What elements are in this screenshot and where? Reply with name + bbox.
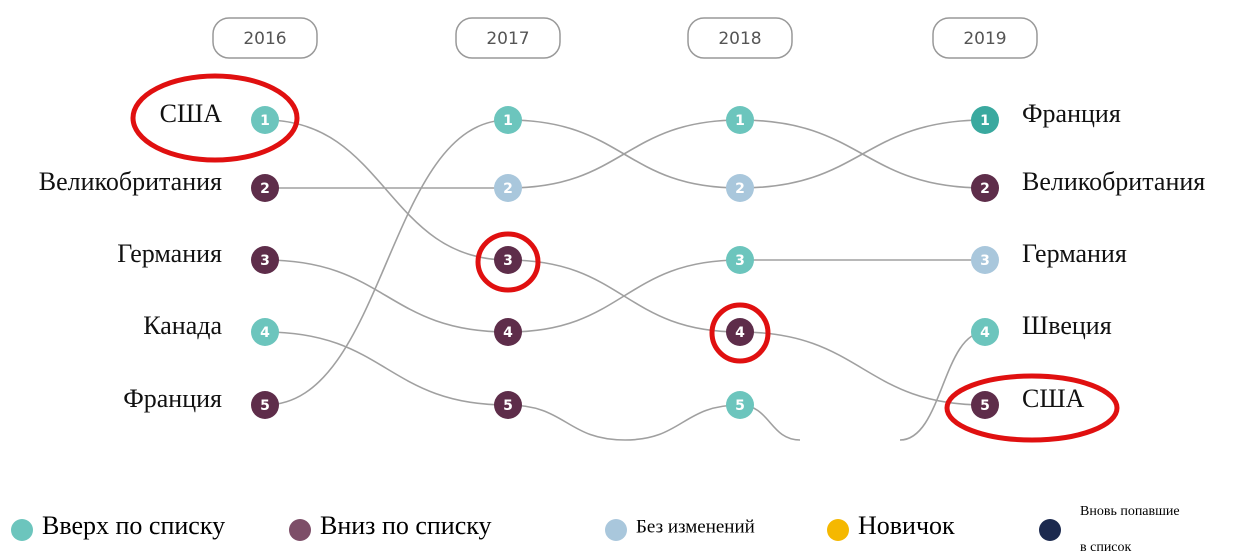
rank-node — [251, 391, 279, 419]
flow-line — [264, 119, 509, 261]
country-label: Франция — [1022, 99, 1121, 128]
country-label: Германия — [1022, 239, 1127, 268]
legend-label: Вверх по списку — [42, 511, 225, 540]
year-pill — [455, 17, 561, 59]
highlight-circle — [709, 302, 771, 364]
flow-line — [739, 119, 986, 189]
flow-line — [507, 119, 741, 189]
rank-number: 5 — [980, 398, 990, 414]
highlight-circle — [944, 373, 1120, 443]
flow-line — [264, 331, 509, 406]
legend-swatch — [289, 519, 311, 541]
legend-swatch — [11, 519, 33, 541]
rank-number: 2 — [980, 181, 990, 197]
legend-swatch — [605, 519, 627, 541]
legend-label: Без изменений — [636, 516, 755, 537]
rank-node — [494, 106, 522, 134]
year-label: 2016 — [243, 29, 286, 49]
rank-node — [251, 246, 279, 274]
rank-number: 5 — [260, 398, 270, 414]
legend-label: Вниз по списку — [320, 511, 492, 540]
year-pill — [932, 17, 1038, 59]
country-label: Великобритания — [39, 167, 222, 196]
rank-number: 4 — [503, 325, 513, 341]
rank-number: 3 — [735, 253, 745, 269]
flow-line — [624, 404, 741, 441]
country-label: США — [160, 99, 223, 128]
year-label: 2019 — [963, 29, 1006, 49]
year-label: 2018 — [718, 29, 761, 49]
rank-number: 2 — [735, 181, 745, 197]
rank-node — [726, 246, 754, 274]
year-label: 2017 — [486, 29, 529, 49]
legend-label: Новичок — [858, 511, 955, 540]
rank-node — [971, 391, 999, 419]
rank-number: 4 — [735, 325, 745, 341]
rank-node — [251, 318, 279, 346]
year-pill — [212, 17, 318, 59]
rank-number: 4 — [980, 325, 990, 341]
rank-node — [251, 106, 279, 134]
country-label: Германия — [117, 239, 222, 268]
rank-node — [494, 174, 522, 202]
highlight-circle — [475, 231, 541, 293]
year-pill — [687, 17, 793, 59]
rank-node — [726, 106, 754, 134]
flow-line — [507, 259, 741, 333]
legend-line: в список — [1080, 540, 1132, 555]
highlight-circle — [130, 73, 300, 163]
rank-number: 1 — [503, 113, 513, 129]
rank-node — [726, 391, 754, 419]
rank-node — [971, 318, 999, 346]
rank-node — [971, 246, 999, 274]
rank-number: 1 — [260, 113, 270, 129]
rank-number: 3 — [503, 253, 513, 269]
flow-line — [739, 331, 986, 406]
legend-line: Вновь попавшие — [1080, 504, 1180, 519]
flow-line — [899, 331, 986, 441]
rank-number: 1 — [735, 113, 745, 129]
rank-number: 3 — [980, 253, 990, 269]
rank-number: 2 — [503, 181, 513, 197]
rank-node — [251, 174, 279, 202]
country-label: Великобритания — [1022, 167, 1205, 196]
flow-line — [507, 404, 626, 441]
rank-number: 2 — [260, 181, 270, 197]
country-label: Франция — [123, 384, 222, 413]
rank-node — [494, 391, 522, 419]
rank-node — [726, 318, 754, 346]
country-label: Швеция — [1022, 311, 1112, 340]
country-label: США — [1022, 384, 1085, 413]
rank-number: 5 — [503, 398, 513, 414]
legend-swatch — [1039, 519, 1061, 541]
flow-line — [264, 119, 509, 406]
rank-node — [971, 174, 999, 202]
rank-node — [494, 246, 522, 274]
legend-label: Вновь попавшие в список — [1080, 504, 1180, 555]
legend-swatch — [827, 519, 849, 541]
rank-number: 5 — [735, 398, 745, 414]
rank-node — [971, 106, 999, 134]
rank-number: 1 — [980, 113, 990, 129]
rank-number: 3 — [260, 253, 270, 269]
rank-node — [726, 174, 754, 202]
rank-node — [494, 318, 522, 346]
rank-number: 4 — [260, 325, 270, 341]
country-label: Канада — [143, 311, 222, 340]
flow-line — [264, 259, 509, 333]
